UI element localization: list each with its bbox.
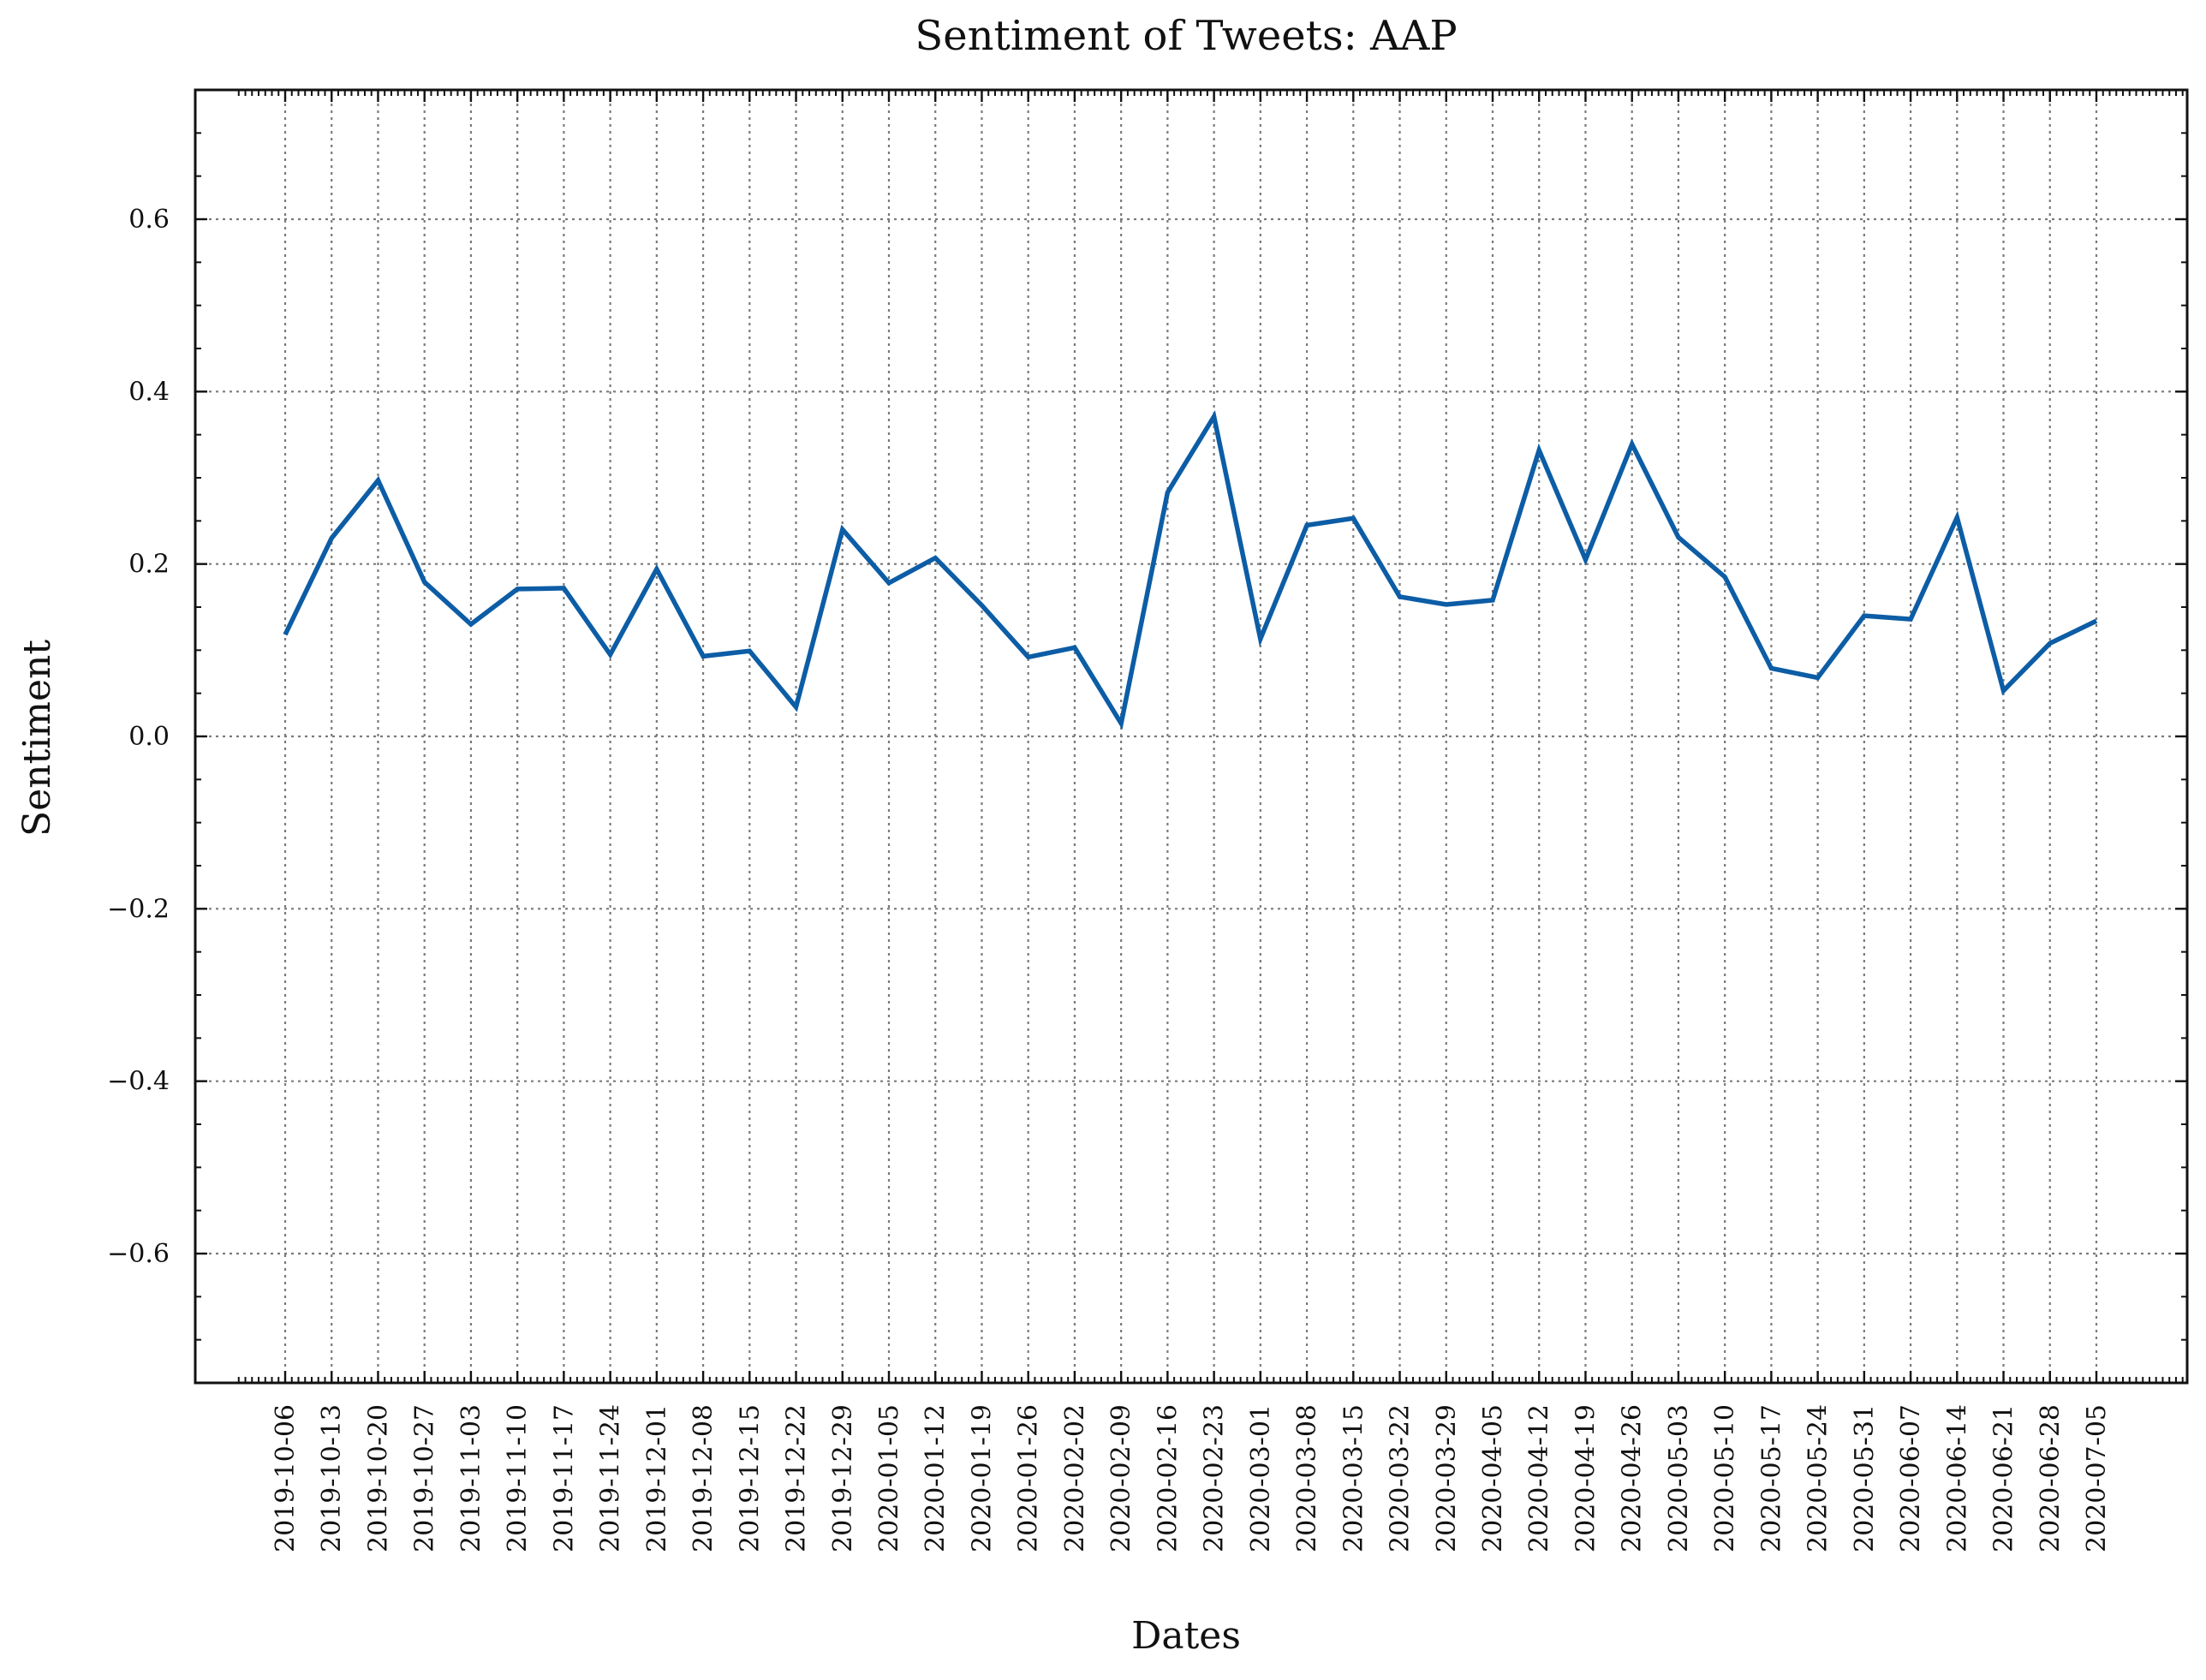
- x-tick-label: 2020-03-01: [1246, 1404, 1276, 1552]
- y-tick-label: 0.2: [128, 550, 170, 580]
- x-tick-label: 2020-01-12: [921, 1404, 951, 1552]
- y-tick-label: −0.2: [107, 894, 170, 924]
- x-tick-label: 2020-06-14: [1942, 1404, 1972, 1552]
- x-tick-label: 2020-06-28: [2036, 1404, 2066, 1552]
- x-tick-label: 2020-01-19: [967, 1404, 997, 1552]
- x-tick-label: 2020-06-21: [1989, 1404, 2019, 1552]
- x-tick-label: 2020-07-05: [2082, 1404, 2112, 1552]
- x-tick-label: 2019-11-03: [456, 1404, 486, 1552]
- x-tick-label: 2019-12-15: [735, 1404, 765, 1552]
- x-tick-label: 2020-01-26: [1014, 1404, 1044, 1552]
- x-tick-label: 2019-10-27: [410, 1404, 440, 1552]
- x-tick-label: 2019-11-10: [503, 1404, 533, 1552]
- x-tick-label: 2020-02-23: [1200, 1404, 1230, 1552]
- x-tick-label: 2020-05-03: [1664, 1404, 1694, 1552]
- y-tick-label: 0.0: [128, 722, 170, 752]
- x-tick-label: 2020-02-02: [1060, 1404, 1090, 1552]
- x-tick-label: 2019-12-22: [782, 1404, 812, 1552]
- y-tick-labels: −0.6 −0.4 −0.2 0.0 0.2 0.4 0.6: [107, 205, 170, 1269]
- y-tick-label: −0.4: [107, 1067, 170, 1097]
- x-tick-label: 2020-03-15: [1339, 1404, 1368, 1552]
- y-tick-label: −0.6: [107, 1239, 170, 1269]
- tick-marks: [195, 90, 2187, 1383]
- x-tick-label: 2020-03-22: [1386, 1404, 1416, 1552]
- x-tick-label: 2019-11-17: [549, 1404, 579, 1552]
- x-tick-label: 2020-03-29: [1432, 1404, 1462, 1552]
- x-tick-label: 2020-04-12: [1524, 1404, 1554, 1552]
- grid: [195, 90, 2187, 1383]
- sentiment-line: [283, 410, 2098, 730]
- x-tick-label: 2019-12-08: [689, 1404, 718, 1552]
- y-tick-label: 0.6: [128, 205, 170, 235]
- x-tick-label: 2020-03-08: [1292, 1404, 1322, 1552]
- y-axis-label: Sentiment: [15, 640, 59, 837]
- x-tick-label: 2019-12-01: [642, 1404, 672, 1552]
- series-layer: [283, 410, 2098, 730]
- chart-title: Sentiment of Tweets: AAP: [915, 12, 1457, 60]
- x-tick-label: 2020-06-07: [1896, 1404, 1926, 1552]
- x-tick-label: 2020-04-05: [1478, 1404, 1508, 1552]
- x-tick-labels: 2019-10-06 2019-10-13 2019-10-20 2019-10-27…: [271, 1404, 2112, 1552]
- x-tick-label: 2019-11-24: [596, 1404, 626, 1552]
- x-tick-label: 2019-10-20: [363, 1404, 393, 1552]
- x-tick-label: 2020-05-17: [1756, 1404, 1786, 1552]
- x-tick-label: 2019-12-29: [828, 1404, 858, 1552]
- x-tick-label: 2020-04-26: [1618, 1404, 1648, 1552]
- x-tick-label: 2019-10-06: [271, 1404, 301, 1552]
- x-tick-label: 2020-01-05: [874, 1404, 904, 1552]
- x-tick-label: 2019-10-13: [317, 1404, 347, 1552]
- x-tick-label: 2020-05-31: [1850, 1404, 1880, 1552]
- y-tick-label: 0.4: [128, 377, 170, 407]
- x-tick-label: 2020-02-09: [1106, 1404, 1136, 1552]
- x-axis-label: Dates: [1131, 1614, 1241, 1658]
- x-tick-label: 2020-05-24: [1804, 1404, 1833, 1552]
- x-tick-label: 2020-04-19: [1571, 1404, 1601, 1552]
- x-tick-label: 2020-05-10: [1710, 1404, 1740, 1552]
- x-tick-label: 2020-02-16: [1153, 1404, 1183, 1552]
